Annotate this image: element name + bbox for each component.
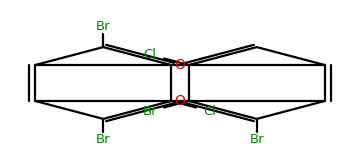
Text: Cl: Cl [144,48,157,61]
Text: Cl: Cl [203,105,216,118]
Text: Br: Br [96,133,111,146]
Text: O: O [175,94,185,108]
Text: O: O [175,58,185,72]
Text: Br: Br [249,133,264,146]
Text: Br: Br [143,105,157,118]
Text: Br: Br [96,20,111,33]
